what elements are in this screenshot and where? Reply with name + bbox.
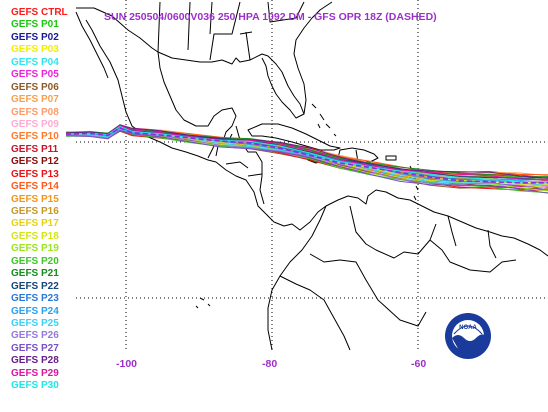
legend-item: GEFS P15 [11, 193, 59, 205]
legend-item: GEFS P19 [11, 243, 59, 255]
track-member [65, 124, 548, 181]
legend-item: GEFS P16 [11, 206, 59, 217]
legend-item: GEFS P20 [11, 255, 59, 267]
legend-item: GEFS P28 [11, 355, 59, 367]
south-america-coast [267, 189, 548, 351]
legend-item: GEFS P22 [11, 280, 59, 292]
legend-item: GEFS P11 [11, 143, 59, 155]
legend-item: GEFS P10 [11, 131, 59, 143]
track-member [65, 130, 548, 191]
legend-item: GEFS P26 [11, 330, 59, 342]
legend-item: GEFS P12 [11, 156, 59, 168]
us-gulf-coast [157, 51, 305, 119]
legend-item: GEFS P09 [11, 118, 59, 130]
us-atlantic-coast [293, 1, 333, 115]
baja-california [75, 11, 109, 79]
noaa-logo-text: NOAA [459, 325, 477, 331]
legend-item: GEFS P02 [11, 31, 59, 43]
track-gfs-opr [65, 127, 548, 184]
mexico-pacific-coast [85, 19, 217, 163]
ensemble-legend: GEFS CTRL GEFS P01 GEFS P02 GEFS P03 GEFS P0… [0, 7, 72, 393]
legend-item: GEFS P04 [11, 56, 59, 68]
puerto-rico [385, 155, 397, 161]
legend-item: GEFS CTRL [11, 7, 68, 18]
legend-item: GEFS P23 [11, 293, 59, 305]
longitude-label-60w: -60 [411, 358, 427, 370]
noaa-logo-icon: NOAA [445, 313, 491, 359]
track-member [65, 125, 548, 183]
track-member [66, 124, 548, 179]
ensemble-tracks [65, 124, 548, 194]
track-member [65, 129, 548, 194]
mexico-gulf-coast [157, 51, 237, 157]
legend-item: GEFS P18 [11, 230, 59, 242]
galapagos [195, 297, 211, 309]
legend-item: GEFS P01 [11, 19, 59, 31]
cuba [247, 123, 341, 151]
south-america-borders [279, 205, 517, 351]
legend-item: GEFS P06 [11, 81, 59, 93]
legend-item: GEFS P05 [11, 69, 59, 81]
legend-item: GEFS P21 [11, 268, 59, 280]
legend-item: GEFS P07 [11, 94, 59, 106]
us-mexico-border [76, 7, 159, 53]
graticule [76, 0, 548, 350]
legend-item: GEFS P29 [11, 367, 59, 379]
legend-item: GEFS P27 [11, 342, 59, 354]
legend-item: GEFS P30 [11, 380, 59, 392]
longitude-label-100w: -100 [116, 358, 138, 370]
legend-item: GEFS P17 [11, 218, 59, 230]
legend-item: GEFS P24 [11, 305, 59, 317]
longitude-label-80w: -80 [262, 358, 278, 370]
map-title: SUN 250504/0600V036 250 HPA 1092 DM - GF… [104, 11, 437, 23]
legend-item: GEFS P03 [11, 44, 59, 56]
legend-item: GEFS P25 [11, 317, 59, 329]
us-state-borders [157, 1, 305, 61]
bahamas [311, 103, 337, 137]
legend-item: GEFS P14 [11, 181, 59, 193]
legend-item: GEFS P08 [11, 106, 59, 118]
legend-item: GEFS P13 [11, 168, 59, 180]
